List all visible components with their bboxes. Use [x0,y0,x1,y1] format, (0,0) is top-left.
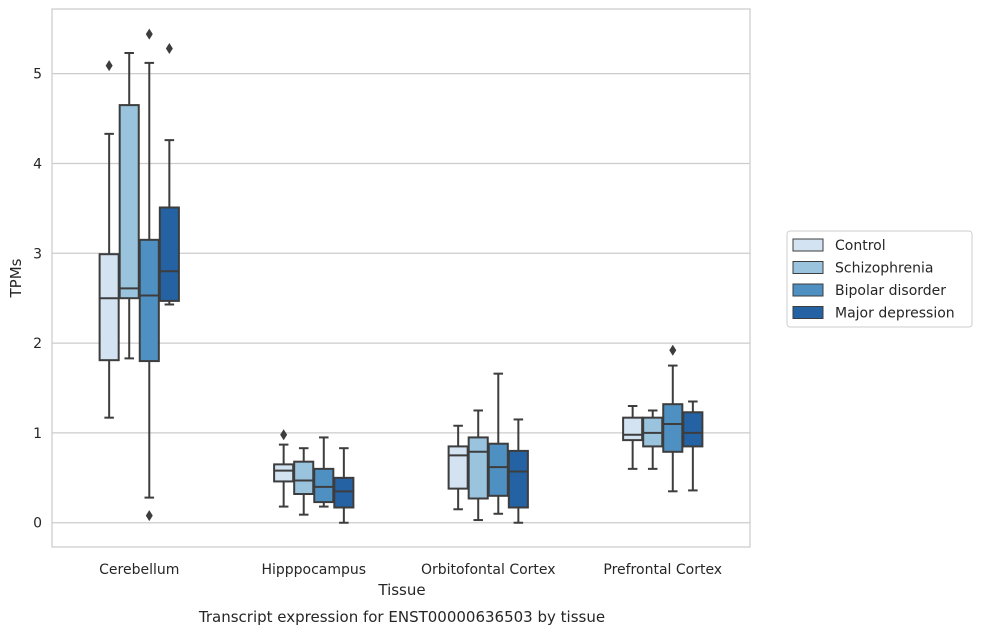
box-item [138,28,160,522]
legend-label: Control [835,238,886,254]
box-iqr [622,416,644,442]
legend-swatch [792,306,824,319]
legend-item: Bipolar disorder [792,283,946,299]
y-tick-label: 4 [33,156,42,172]
box-item [682,400,704,492]
box-item [118,52,140,360]
x-tick-labels: Cerebellum Hipppocampus Orbitofontal Corte… [99,562,722,578]
box-item [447,424,469,511]
flier-point [145,28,153,40]
box-iqr [507,449,529,509]
box-item [273,429,295,508]
box-item [293,447,315,516]
box-iqr [333,476,355,509]
y-tick-label: 0 [33,516,42,532]
flier-point [105,60,113,72]
series-major-depression [158,43,704,524]
flier-point [165,43,173,55]
legend-item: Major depression [792,306,955,322]
series-schizophrenia [118,52,664,522]
flier-point [669,344,677,356]
legend-swatch [792,283,824,297]
y-tick-labels: 0 1 2 3 4 5 [33,67,42,532]
box-iqr [138,238,160,363]
chart-caption: Transcript expression for ENST0000063650… [198,608,605,626]
box-iqr [273,463,295,483]
legend-item: Control [792,238,886,254]
box-iqr [447,445,469,490]
box-iqr [467,436,489,500]
box-item [642,409,664,470]
box-item [622,404,644,470]
series-bipolar-disorder [138,28,684,522]
legend-item: Schizophrenia [792,261,933,277]
box-groups [98,28,704,524]
y-tick-label: 3 [33,246,42,262]
legend-label: Bipolar disorder [835,283,946,299]
box-iqr [662,403,684,453]
x-tick-label: Orbitofontal Cortex [421,562,556,578]
box-item [467,409,489,522]
x-tick-label: Hipppocampus [261,562,366,578]
box-iqr [98,253,120,362]
box-item [662,344,684,493]
legend: Control Schizophrenia Bipolar disorder Majo… [786,230,973,328]
x-tick-label: Cerebellum [99,562,179,578]
x-tick-label: Prefrontal Cortex [603,562,722,578]
legend-swatch [792,238,824,252]
box-item [507,418,529,524]
flier-point [145,510,153,522]
y-tick-label: 2 [33,336,42,352]
y-tick-label: 5 [33,67,42,83]
series-control [98,60,644,511]
y-axis-label: TPMs [7,258,25,298]
legend-label: Major depression [835,306,955,322]
legend-swatch [792,261,824,274]
box-item [158,43,180,306]
box-item [98,60,120,419]
y-tick-label: 1 [33,426,42,442]
box-iqr [158,206,180,302]
box-item [487,372,509,515]
box-item [333,447,355,524]
x-axis-label: Tissue [377,581,425,599]
box-iqr [313,467,335,504]
box-item [313,436,335,508]
box-iqr [293,460,315,496]
legend-label: Schizophrenia [835,261,933,277]
flier-point [280,429,288,441]
legend-frame [786,230,973,328]
box-iqr [118,104,140,300]
box-iqr [487,442,509,497]
plot-frame [51,8,751,548]
box-iqr [682,411,704,448]
